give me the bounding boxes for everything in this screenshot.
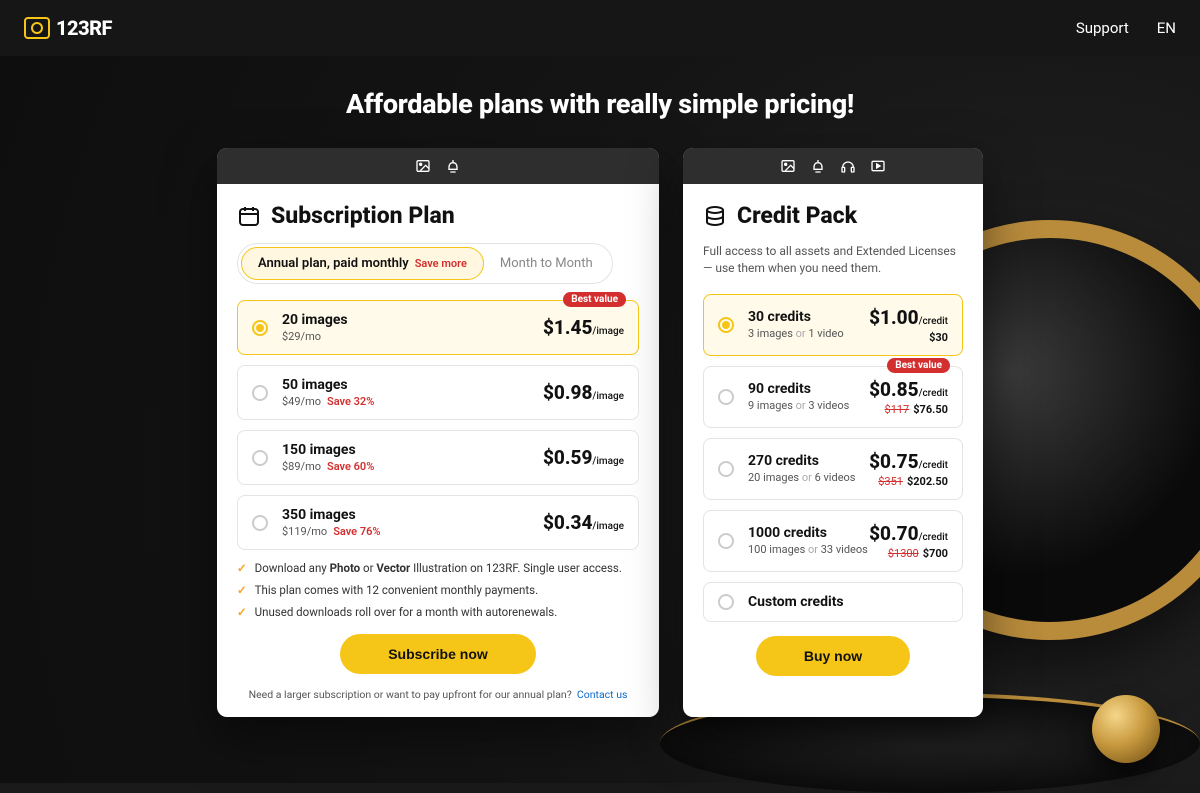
option-price: $1.45/image xyxy=(543,316,624,339)
option-sub: 20 images or 6 videos xyxy=(748,471,869,484)
option-sub: $49/moSave 32% xyxy=(282,395,543,408)
toggle-annual[interactable]: Annual plan, paid monthly Save more xyxy=(241,247,484,280)
option-price: $0.85/credit $117$76.50 xyxy=(869,378,948,416)
toggle-monthly[interactable]: Month to Month xyxy=(484,247,609,280)
radio-icon xyxy=(252,515,268,531)
language-selector[interactable]: EN xyxy=(1157,19,1176,37)
contact-us-link[interactable]: Contact us xyxy=(577,688,628,701)
check-icon: ✓ xyxy=(237,604,247,620)
option-title: 270 credits xyxy=(748,453,869,469)
credit-option-2[interactable]: 270 credits 20 images or 6 videos $0.75/… xyxy=(703,438,963,500)
vector-icon xyxy=(445,158,461,174)
vector-icon xyxy=(810,158,826,174)
toggle-save-more: Save more xyxy=(415,257,467,270)
radio-icon xyxy=(718,317,734,333)
camera-icon xyxy=(24,17,50,39)
subscription-option-1[interactable]: 50 images $49/moSave 32% $0.98/image xyxy=(237,365,639,420)
support-link[interactable]: Support xyxy=(1076,19,1129,37)
option-title: 150 images xyxy=(282,442,543,458)
calendar-icon xyxy=(237,204,261,228)
audio-icon xyxy=(840,158,856,174)
benefit-item: ✓Download any Photo or Vector Illustrati… xyxy=(237,560,639,576)
buy-now-button[interactable]: Buy now xyxy=(756,636,910,676)
radio-icon xyxy=(718,461,734,477)
option-title: 1000 credits xyxy=(748,525,869,541)
option-price: $0.75/credit $351$202.50 xyxy=(869,450,948,488)
radio-icon xyxy=(718,389,734,405)
credit-title: Credit Pack xyxy=(703,202,963,229)
option-title: 20 images xyxy=(282,312,543,328)
credit-subtitle: Full access to all assets and Extended L… xyxy=(703,243,963,278)
check-icon: ✓ xyxy=(237,560,247,576)
pricing-cards: Subscription Plan Annual plan, paid mont… xyxy=(0,148,1200,717)
best-value-badge: Best value xyxy=(887,358,950,373)
subscription-option-2[interactable]: 150 images $89/moSave 60% $0.59/image xyxy=(237,430,639,485)
option-price: $1.00/credit $30 xyxy=(869,306,948,344)
video-icon xyxy=(870,158,886,174)
option-sub: $119/moSave 76% xyxy=(282,525,543,538)
radio-icon xyxy=(252,450,268,466)
footnote-text: Need a larger subscription or want to pa… xyxy=(249,688,572,701)
option-sub: 9 images or 3 videos xyxy=(748,399,869,412)
option-price: $0.34/image xyxy=(543,511,624,534)
subscription-title: Subscription Plan xyxy=(237,202,639,229)
image-icon xyxy=(780,158,796,174)
credit-options: 30 credits 3 images or 1 video $1.00/cre… xyxy=(703,294,963,572)
billing-toggle: Annual plan, paid monthly Save more Mont… xyxy=(237,243,613,284)
credit-title-text: Credit Pack xyxy=(737,202,857,229)
subscription-footnote: Need a larger subscription or want to pa… xyxy=(237,688,639,701)
option-price: $0.70/credit $1300$700 xyxy=(869,522,948,560)
credit-pack-card: Credit Pack Full access to all assets an… xyxy=(683,148,983,717)
page-headline: Affordable plans with really simple pric… xyxy=(0,88,1200,120)
toggle-monthly-label: Month to Month xyxy=(500,256,593,271)
credit-option-custom[interactable]: Custom credits xyxy=(703,582,963,622)
coins-icon xyxy=(703,204,727,228)
best-value-badge: Best value xyxy=(563,292,626,307)
benefit-item: ✓Unused downloads roll over for a month … xyxy=(237,604,639,620)
radio-icon xyxy=(718,594,734,610)
check-icon: ✓ xyxy=(237,582,247,598)
option-title: 350 images xyxy=(282,507,543,523)
subscription-options: Best value 20 images $29/mo $1.45/image … xyxy=(237,300,639,550)
image-icon xyxy=(415,158,431,174)
custom-credits-label: Custom credits xyxy=(748,594,948,610)
benefit-item: ✓This plan comes with 12 convenient mont… xyxy=(237,582,639,598)
subscription-benefits: ✓Download any Photo or Vector Illustrati… xyxy=(237,560,639,620)
subscription-option-0[interactable]: Best value 20 images $29/mo $1.45/image xyxy=(237,300,639,355)
subscription-title-text: Subscription Plan xyxy=(271,202,455,229)
header-nav: Support EN xyxy=(1076,19,1176,37)
option-sub: 100 images or 33 videos xyxy=(748,543,869,556)
top-header: 123RF Support EN xyxy=(0,0,1200,56)
radio-icon xyxy=(252,320,268,336)
subscription-card-header xyxy=(217,148,659,184)
toggle-annual-label: Annual plan, paid monthly xyxy=(258,256,409,271)
option-title: 50 images xyxy=(282,377,543,393)
radio-icon xyxy=(718,533,734,549)
option-sub: 3 images or 1 video xyxy=(748,327,869,340)
credit-option-0[interactable]: 30 credits 3 images or 1 video $1.00/cre… xyxy=(703,294,963,356)
option-title: 30 credits xyxy=(748,309,869,325)
option-sub: $29/mo xyxy=(282,330,543,343)
credit-option-1[interactable]: Best value 90 credits 9 images or 3 vide… xyxy=(703,366,963,428)
subscribe-button[interactable]: Subscribe now xyxy=(340,634,536,674)
brand-text: 123RF xyxy=(56,16,112,40)
option-title: 90 credits xyxy=(748,381,869,397)
option-price: $0.59/image xyxy=(543,446,624,469)
brand-logo[interactable]: 123RF xyxy=(24,16,112,40)
radio-icon xyxy=(252,385,268,401)
subscription-option-3[interactable]: 350 images $119/moSave 76% $0.34/image xyxy=(237,495,639,550)
credit-card-header xyxy=(683,148,983,184)
credit-option-3[interactable]: 1000 credits 100 images or 33 videos $0.… xyxy=(703,510,963,572)
option-price: $0.98/image xyxy=(543,381,624,404)
option-sub: $89/moSave 60% xyxy=(282,460,543,473)
subscription-card: Subscription Plan Annual plan, paid mont… xyxy=(217,148,659,717)
